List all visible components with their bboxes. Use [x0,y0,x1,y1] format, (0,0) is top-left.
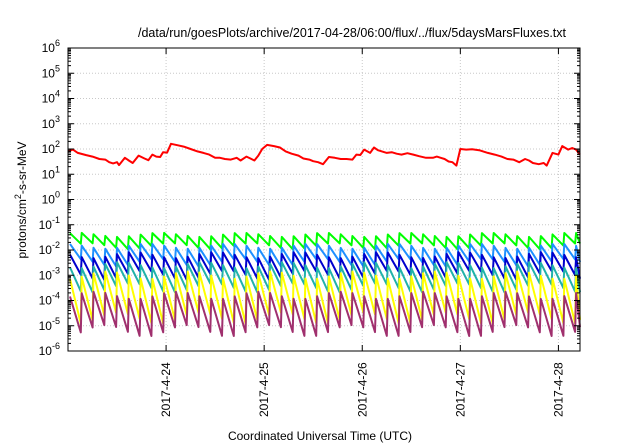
series-line [69,231,581,251]
chart-title: /data/run/goesPlots/archive/2017-04-28/0… [138,26,567,40]
y-tick-label: 105 [42,63,60,80]
series-group [67,142,581,337]
y-tick-label: 10-1 [39,215,60,232]
y-tick-label: 10-4 [39,291,60,308]
x-tick-label: 2017-4-28 [551,362,565,417]
y-tick-label: 101 [42,164,60,181]
y-axis-label-part2: -s-sr-MeV [15,141,29,194]
x-tick-label: 2017-4-24 [159,362,173,417]
y-axis-label-part1: protons/cm [15,199,29,258]
y-tick-label: 102 [42,139,60,156]
x-tick-label: 2017-4-26 [355,362,369,417]
x-tick-label: 2017-4-25 [257,362,271,417]
x-tick-label: 2017-4-27 [453,362,467,417]
x-axis-label: Coordinated Universal Time (UTC) [228,429,412,443]
y-tick-label: 106 [42,38,60,55]
x-axis: 2017-4-24 2017-4-25 2017-4-26 2017-4-27 2017… [159,48,565,417]
series-line [69,251,581,281]
y-axis-label-sup: 2 [13,194,23,199]
y-tick-label: 10-6 [39,341,60,358]
series-line [67,142,581,167]
y-tick-label: 10-3 [39,265,60,282]
y-tick-label: 104 [42,89,60,106]
y-tick-label: 10-5 [39,316,60,333]
y-tick-label: 103 [42,114,60,131]
y-axis-label: protons/cm2-s-sr-MeV [13,141,29,258]
y-tick-label: 10-2 [39,240,60,257]
series-line [69,290,581,337]
series-line [69,242,581,268]
y-tick-label: 100 [42,190,60,207]
y-axis: 10-6 10-5 10-4 10-3 10-2 10-1 100 101 102 103 104 1… [39,38,580,358]
